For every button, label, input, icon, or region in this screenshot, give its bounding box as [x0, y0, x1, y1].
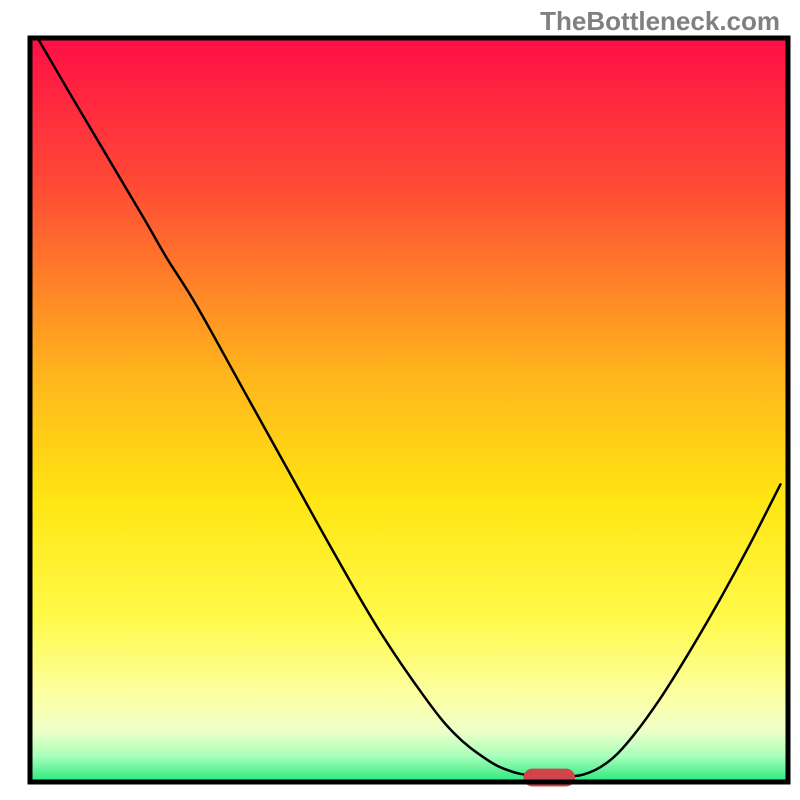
- watermark: TheBottleneck.com: [540, 6, 780, 37]
- chart-container: TheBottleneck.com: [0, 0, 800, 800]
- bottleneck-chart: [0, 0, 800, 800]
- chart-background: [30, 38, 788, 782]
